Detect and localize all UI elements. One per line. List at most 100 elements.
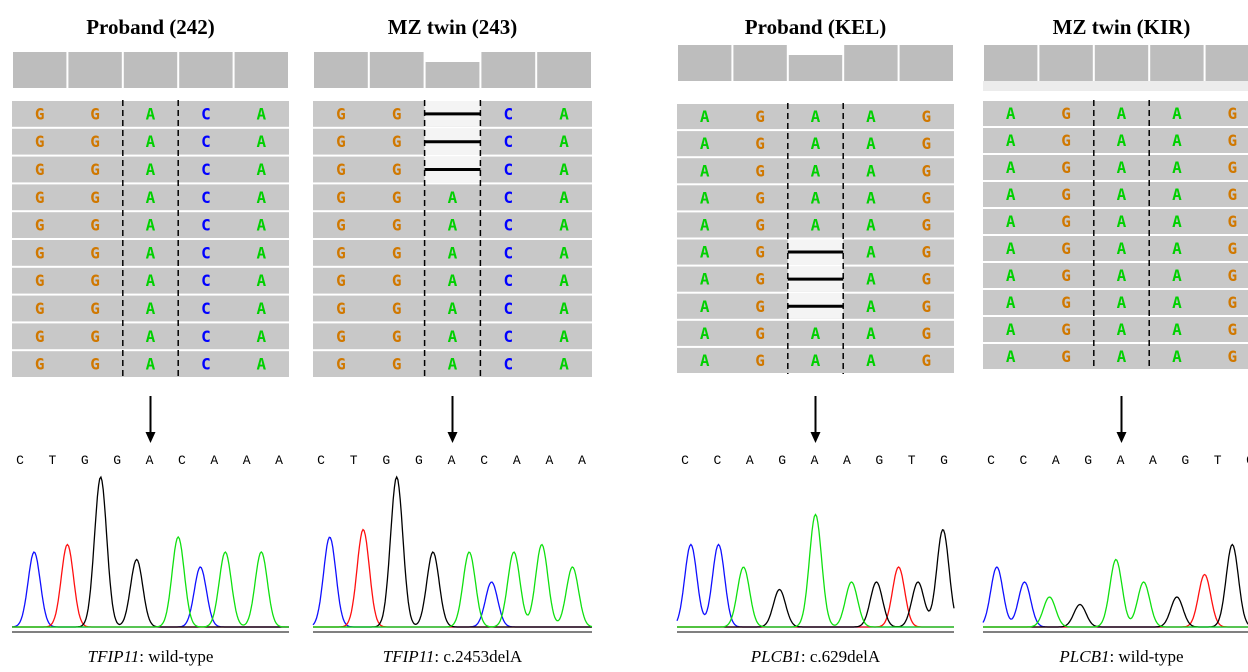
base: G bbox=[1061, 347, 1071, 366]
base: A bbox=[700, 161, 710, 180]
base: A bbox=[256, 132, 266, 151]
sequence-letter: T bbox=[48, 453, 56, 468]
base: A bbox=[448, 188, 458, 207]
base: A bbox=[1117, 266, 1127, 285]
sequence-letter: A bbox=[811, 453, 819, 468]
base: G bbox=[1227, 185, 1237, 204]
base: A bbox=[811, 161, 821, 180]
gene-name: PLCB1 bbox=[1058, 647, 1109, 666]
base: G bbox=[90, 299, 100, 318]
base: G bbox=[90, 243, 100, 262]
base: G bbox=[1061, 185, 1071, 204]
base: G bbox=[921, 107, 931, 126]
sequence-letter: G bbox=[81, 453, 89, 468]
base: C bbox=[201, 132, 211, 151]
base: G bbox=[336, 271, 346, 290]
base: A bbox=[1006, 158, 1016, 177]
sequence-letter: T bbox=[908, 453, 916, 468]
trace bbox=[313, 530, 592, 627]
panel-title: Proband (KEL) bbox=[745, 15, 886, 39]
base: G bbox=[755, 324, 765, 343]
coverage-bar bbox=[733, 45, 786, 81]
base: A bbox=[811, 215, 821, 234]
base: G bbox=[336, 132, 346, 151]
base: A bbox=[1117, 239, 1127, 258]
base: G bbox=[336, 243, 346, 262]
gene-name: TFIP11 bbox=[383, 647, 435, 666]
base: A bbox=[256, 216, 266, 235]
base: A bbox=[256, 160, 266, 179]
base: A bbox=[700, 297, 710, 316]
base: A bbox=[256, 188, 266, 207]
base: G bbox=[921, 243, 931, 262]
base: A bbox=[1172, 293, 1182, 312]
base: A bbox=[146, 243, 156, 262]
caption: PLCB1: wild-type bbox=[1058, 647, 1183, 666]
sequence-letter: G bbox=[875, 453, 883, 468]
trace bbox=[983, 575, 1248, 628]
base: A bbox=[866, 270, 876, 289]
sequence-letter: G bbox=[1084, 453, 1092, 468]
base: G bbox=[392, 243, 402, 262]
base: G bbox=[336, 327, 346, 346]
base: A bbox=[559, 160, 569, 179]
base: A bbox=[1117, 347, 1127, 366]
base: C bbox=[201, 271, 211, 290]
base: G bbox=[90, 104, 100, 123]
base: G bbox=[755, 351, 765, 370]
base: G bbox=[1061, 212, 1071, 231]
base: A bbox=[1117, 158, 1127, 177]
base: G bbox=[921, 270, 931, 289]
panel-title: MZ twin (243) bbox=[388, 15, 518, 39]
base: A bbox=[1006, 293, 1016, 312]
base: G bbox=[1061, 293, 1071, 312]
base: G bbox=[755, 243, 765, 262]
coverage-bar bbox=[68, 52, 121, 88]
base: A bbox=[866, 134, 876, 153]
base: A bbox=[146, 271, 156, 290]
base: G bbox=[1061, 320, 1071, 339]
trace bbox=[983, 560, 1248, 628]
base: G bbox=[921, 324, 931, 343]
sequence-letter: A bbox=[1052, 453, 1060, 468]
coverage-bar bbox=[370, 52, 424, 88]
coverage-bar bbox=[1150, 45, 1203, 81]
base: A bbox=[256, 243, 266, 262]
sequence-letter: G bbox=[113, 453, 121, 468]
base: A bbox=[1172, 104, 1182, 123]
arrow-head bbox=[811, 432, 821, 443]
base: A bbox=[559, 243, 569, 262]
base: G bbox=[921, 188, 931, 207]
base: A bbox=[146, 327, 156, 346]
read bbox=[983, 209, 1248, 234]
base: G bbox=[35, 327, 45, 346]
trace bbox=[677, 515, 954, 628]
base: A bbox=[559, 327, 569, 346]
read bbox=[983, 263, 1248, 288]
base: C bbox=[201, 188, 211, 207]
sequence-letter: C bbox=[681, 453, 689, 468]
base: A bbox=[700, 188, 710, 207]
base: G bbox=[336, 299, 346, 318]
base: G bbox=[35, 216, 45, 235]
base: G bbox=[336, 355, 346, 374]
base: A bbox=[1172, 266, 1182, 285]
panel-title: MZ twin (KIR) bbox=[1053, 15, 1191, 39]
base: G bbox=[35, 104, 45, 123]
base: A bbox=[700, 243, 710, 262]
base: G bbox=[1061, 266, 1071, 285]
base: A bbox=[1172, 239, 1182, 258]
base: A bbox=[1117, 131, 1127, 150]
coverage-bar bbox=[678, 45, 731, 81]
base: A bbox=[146, 216, 156, 235]
read bbox=[983, 101, 1248, 126]
read bbox=[983, 155, 1248, 180]
base: G bbox=[90, 132, 100, 151]
base: A bbox=[1117, 293, 1127, 312]
base: A bbox=[146, 188, 156, 207]
base: G bbox=[35, 243, 45, 262]
base: G bbox=[35, 271, 45, 290]
sequence-letter: A bbox=[448, 453, 456, 468]
sequence-letter: G bbox=[940, 453, 948, 468]
base: C bbox=[503, 243, 513, 262]
